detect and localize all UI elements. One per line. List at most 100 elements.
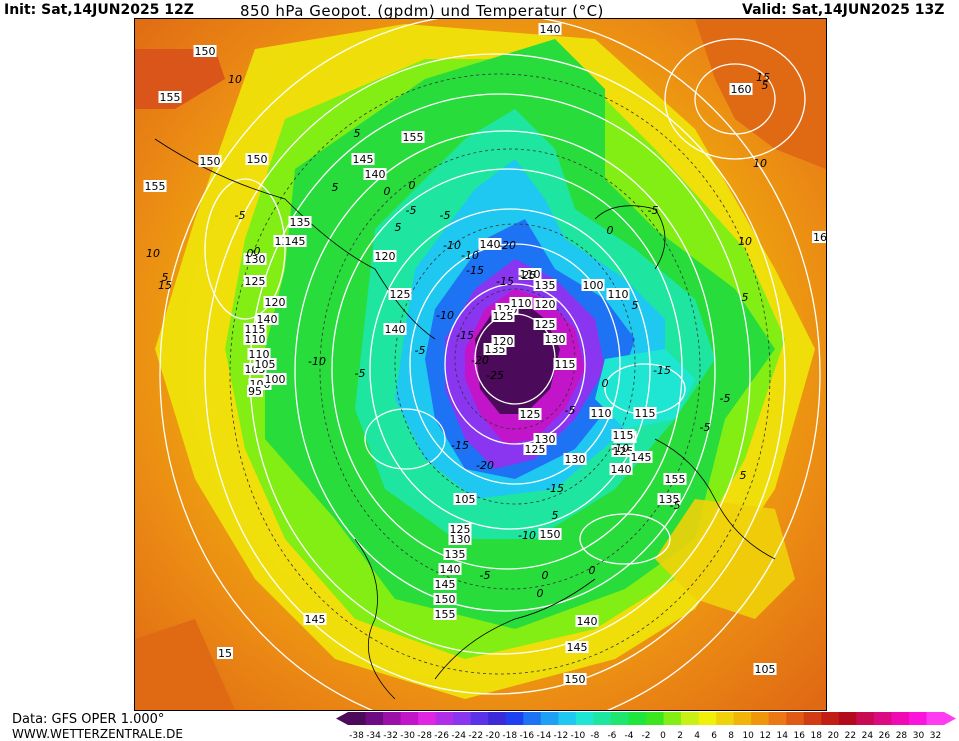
svg-text:105: 105 [255, 358, 276, 371]
temperature-label: -5 [648, 204, 659, 217]
legend-tick-label: -2 [642, 731, 651, 741]
temperature-label: 10 [738, 235, 752, 248]
geopotential-label: 150 [433, 593, 457, 606]
temperature-label: -5 [565, 404, 576, 417]
temperature-label: -10 [443, 239, 461, 252]
legend-swatch [470, 712, 489, 725]
svg-text:125: 125 [525, 443, 546, 456]
legend-tick-label: -30 [400, 731, 415, 741]
svg-text:135: 135 [290, 216, 311, 229]
geopotential-label: 140 [538, 23, 562, 36]
geopotential-label: 150 [245, 153, 269, 166]
geopotential-label: 150 [538, 528, 562, 541]
svg-text:125: 125 [450, 523, 471, 536]
legend-tick-label: 24 [862, 731, 874, 741]
svg-text:135: 135 [659, 493, 680, 506]
temperature-label: 0 [602, 377, 609, 390]
geopotential-label: 140 [575, 615, 599, 628]
geopotential-label: 120 [533, 298, 557, 311]
legend-swatch [453, 712, 472, 725]
legend-tick-label: -28 [417, 731, 432, 741]
valid-time: Valid: Sat,14JUN2025 13Z [742, 2, 945, 18]
temperature-label: 15 [158, 279, 172, 292]
svg-text:150: 150 [247, 153, 268, 166]
temperature-label: -20 [476, 459, 494, 472]
chart-title: 850 hPa Geopot. (gpdm) und Temperatur (°… [240, 2, 604, 20]
temperature-label: 15 [756, 71, 770, 84]
hot-area-sw [135, 619, 235, 710]
legend-swatch [698, 712, 717, 725]
svg-text:135: 135 [535, 279, 556, 292]
legend-swatch [558, 712, 577, 725]
legend-tick-label: -4 [624, 731, 633, 741]
svg-text:110: 110 [249, 348, 270, 361]
legend-tick-label: -32 [383, 731, 398, 741]
svg-text:140: 140 [611, 463, 632, 476]
website-link[interactable]: WWW.WETTERZENTRALE.DE [12, 727, 183, 741]
geopotential-label: 110 [518, 268, 542, 281]
legend-swatch [505, 712, 524, 725]
svg-text:145: 145 [305, 613, 326, 626]
geopotential-contours [159, 19, 821, 710]
hot-area-nw [135, 49, 225, 109]
svg-text:115: 115 [555, 358, 576, 371]
geopotential-label: 105 [753, 663, 777, 676]
temperature-label: -5 [670, 499, 681, 512]
legend-tick-label: 0 [660, 731, 666, 741]
temperature-label: 5 [742, 291, 749, 304]
temperature-label: -5 [720, 392, 731, 405]
temperature-label: 10 [753, 157, 767, 170]
temperature-label: 5 [162, 271, 169, 284]
svg-text:100: 100 [583, 279, 604, 292]
svg-text:125: 125 [245, 275, 266, 288]
svg-text:100: 100 [265, 373, 286, 386]
geopotential-label: 125 [611, 445, 635, 458]
svg-text:105: 105 [455, 493, 476, 506]
geopotential-labels: 1501501551501451401351301251201151101051… [143, 23, 826, 686]
geopotential-label: 140 [478, 238, 502, 251]
legend-tick-label: 12 [759, 731, 770, 741]
legend-tick-label: -12 [554, 731, 569, 741]
svg-text:120: 120 [375, 250, 396, 263]
geopotential-label: 125 [491, 310, 515, 323]
svg-text:115: 115 [245, 323, 266, 336]
legend-swatch [681, 712, 700, 725]
temperature-label: 0 [409, 179, 416, 192]
legend-swatch [733, 712, 752, 725]
legend-swatch [628, 712, 647, 725]
svg-text:125: 125 [493, 310, 514, 323]
temperature-label: 5 [552, 509, 559, 522]
legend-swatch [891, 712, 910, 725]
temperature-label: -20 [498, 239, 516, 252]
geopotential-label: 140 [363, 168, 387, 181]
svg-text:145: 145 [353, 153, 374, 166]
svg-text:140: 140 [257, 313, 278, 326]
geopotential-label: 135 [657, 493, 681, 506]
legend-tick-label: -10 [571, 731, 586, 741]
temperature-label: -20 [471, 354, 489, 367]
temperature-label: 0 [247, 247, 254, 260]
temperature-label: -25 [486, 369, 504, 382]
svg-text:155: 155 [665, 473, 686, 486]
geopotential-label: 105 [253, 358, 277, 371]
legend-swatch [593, 712, 612, 725]
svg-text:125: 125 [535, 318, 556, 331]
svg-text:110: 110 [520, 268, 541, 281]
geopotential-label: 110 [247, 348, 271, 361]
geopotential-label: 125 [388, 288, 412, 301]
legend-tick-label: -18 [502, 731, 517, 741]
temperature-label: -10 [308, 355, 326, 368]
geopotential-label: 145 [303, 613, 327, 626]
geopotential-label: 115 [553, 358, 577, 371]
legend-swatch [873, 712, 892, 725]
svg-text:150: 150 [540, 528, 561, 541]
svg-text:145: 145 [435, 578, 456, 591]
legend-tick-label: -34 [366, 731, 381, 741]
legend-tick-label: 22 [845, 731, 856, 741]
svg-text:140: 140 [480, 238, 501, 251]
legend-tick-label: -6 [607, 731, 616, 741]
temperature-label: -15 [451, 439, 469, 452]
legend-swatch [400, 712, 419, 725]
geopotential-label: 135 [288, 216, 312, 229]
geopotential-label: 145 [283, 235, 307, 248]
